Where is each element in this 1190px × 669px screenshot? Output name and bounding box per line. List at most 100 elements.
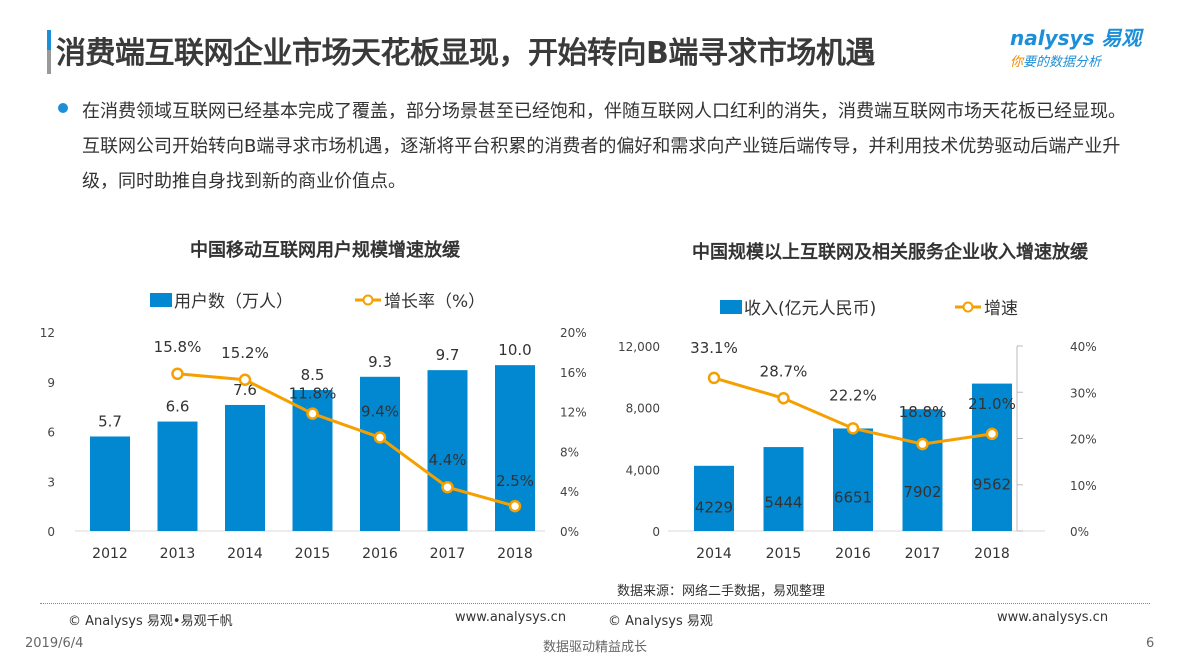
y-tick-label: 12,000 bbox=[618, 340, 660, 354]
x-tick-label: 2015 bbox=[766, 546, 802, 562]
x-tick-label: 2018 bbox=[497, 546, 533, 562]
bar-data-label: 7.6 bbox=[233, 381, 257, 399]
x-tick-label: 2014 bbox=[696, 546, 732, 562]
line-data-label: 28.7% bbox=[760, 362, 808, 380]
analysys-logo: nalysys 易观 你要的数据分析 bbox=[1010, 22, 1180, 70]
line-point bbox=[985, 427, 999, 441]
x-tick-label: 2013 bbox=[160, 546, 196, 562]
bar bbox=[972, 383, 1012, 531]
bar-data-label: 9.7 bbox=[436, 346, 460, 364]
y-tick-label: 6 bbox=[47, 426, 55, 440]
footer-left-url[interactable]: www.analysys.cn bbox=[455, 610, 567, 625]
line-data-label: 9.4% bbox=[361, 402, 399, 420]
bar bbox=[763, 447, 804, 531]
footer-right-copyright: © Analysys 易观 bbox=[608, 614, 713, 629]
x-tick-label: 2016 bbox=[362, 546, 398, 562]
bar-data-label: 4229 bbox=[695, 499, 733, 517]
page-number: 6 bbox=[1146, 636, 1155, 651]
line-point bbox=[171, 367, 184, 381]
bar-data-label: 9562 bbox=[973, 476, 1011, 494]
bar bbox=[157, 421, 198, 531]
line-point bbox=[707, 371, 721, 385]
x-tick-label: 2017 bbox=[430, 546, 466, 562]
y2-tick-label: 0% bbox=[1070, 525, 1089, 539]
bar bbox=[902, 409, 943, 531]
x-tick-label: 2014 bbox=[227, 546, 263, 562]
bar-data-label: 10.0 bbox=[498, 341, 531, 359]
y-tick-label: 3 bbox=[47, 475, 55, 489]
line-data-label: 15.2% bbox=[221, 344, 269, 362]
bullet-text: 在消费领域互联网已经基本完成了覆盖，部分场景甚至已经饱和，伴随互联网人口红利的消… bbox=[82, 101, 1126, 192]
line-point bbox=[373, 431, 387, 444]
line-data-label: 2.5% bbox=[496, 472, 534, 490]
data-source: 数据来源：网络二手数据，易观整理 bbox=[617, 584, 826, 599]
footer-divider bbox=[40, 603, 1150, 604]
line-data-label: 11.8% bbox=[289, 385, 337, 403]
y-tick-label: 12 bbox=[40, 326, 55, 340]
logo-slogan-accent: 你 bbox=[1010, 55, 1024, 70]
line-point bbox=[508, 499, 522, 513]
bar-data-label: 7902 bbox=[903, 483, 941, 501]
bar bbox=[360, 376, 400, 531]
line-point bbox=[916, 437, 929, 451]
line-point bbox=[238, 373, 252, 387]
bar-data-label: 6.6 bbox=[166, 398, 190, 416]
logo-slogan: 要的数据分析 bbox=[1023, 55, 1102, 70]
footer-slogan: 数据驱动精益成长 bbox=[542, 640, 647, 655]
y-tick-label: 0 bbox=[652, 525, 660, 539]
y2-tick-label: 0% bbox=[560, 525, 579, 539]
y2-tick-label: 8% bbox=[560, 445, 579, 459]
legend-bar-swatch bbox=[150, 293, 172, 307]
y2-tick-label: 16% bbox=[560, 366, 587, 380]
line-data-label: 15.8% bbox=[154, 338, 202, 356]
legend-line-label: 增速 bbox=[984, 299, 1018, 319]
legend-line-label: 增长率（%） bbox=[384, 292, 485, 312]
bar bbox=[427, 370, 468, 531]
bar-data-label: 9.3 bbox=[368, 353, 392, 371]
y2-tick-label: 10% bbox=[1070, 479, 1097, 493]
line-point bbox=[441, 480, 454, 494]
y-tick-label: 0 bbox=[47, 525, 55, 539]
y2-tick-label: 30% bbox=[1070, 386, 1097, 400]
footer-right-url[interactable]: www.analysys.cn bbox=[997, 610, 1109, 625]
bullet-icon bbox=[58, 103, 68, 113]
line-point bbox=[777, 392, 790, 405]
chart1-title: 中国移动互联网用户规模增速放缓 bbox=[190, 240, 460, 261]
y2-tick-label: 20% bbox=[560, 326, 587, 340]
title-accent-bar bbox=[47, 30, 51, 74]
line-data-label: 22.2% bbox=[829, 386, 877, 404]
x-tick-label: 2012 bbox=[92, 546, 128, 562]
growth-line bbox=[177, 372, 516, 508]
page-title: 消费端互联网企业市场天花板显现，开始转向B端寻求市场机遇 bbox=[56, 36, 875, 71]
bar bbox=[694, 465, 734, 531]
bar-data-label: 8.5 bbox=[301, 366, 325, 384]
x-tick-label: 2018 bbox=[974, 546, 1010, 562]
y2-tick-label: 20% bbox=[1070, 433, 1097, 447]
y2-tick-label: 4% bbox=[560, 485, 579, 499]
bar-data-label: 5444 bbox=[764, 494, 802, 512]
bar bbox=[833, 428, 873, 531]
y-tick-label: 4,000 bbox=[626, 463, 660, 477]
line-point bbox=[846, 422, 860, 435]
legend-line-marker bbox=[362, 294, 374, 306]
x-tick-label: 2015 bbox=[295, 546, 331, 562]
footer-date: 2019/6/4 bbox=[25, 636, 84, 651]
bar bbox=[90, 436, 130, 531]
line-data-label: 33.1% bbox=[690, 339, 738, 357]
bar-data-label: 6651 bbox=[834, 488, 872, 506]
legend-bar-label: 用户数（万人） bbox=[174, 292, 293, 312]
line-data-label: 18.8% bbox=[899, 403, 947, 421]
footer-left-copyright: © Analysys 易观•易观千帆 bbox=[68, 614, 233, 629]
logo-brand: nalysys 易观 bbox=[1010, 26, 1142, 50]
line-data-label: 4.4% bbox=[428, 451, 466, 469]
y2-tick-label: 12% bbox=[560, 406, 587, 420]
bar-data-label: 5.7 bbox=[98, 412, 122, 430]
legend-line-marker bbox=[962, 301, 974, 313]
line-data-label: 21.0% bbox=[968, 395, 1016, 413]
x-tick-label: 2016 bbox=[835, 546, 871, 562]
y2-tick-label: 40% bbox=[1070, 340, 1097, 354]
line-point bbox=[306, 407, 319, 420]
y-tick-label: 8,000 bbox=[626, 402, 660, 416]
legend-bar-label: 收入(亿元人民币) bbox=[744, 299, 876, 319]
